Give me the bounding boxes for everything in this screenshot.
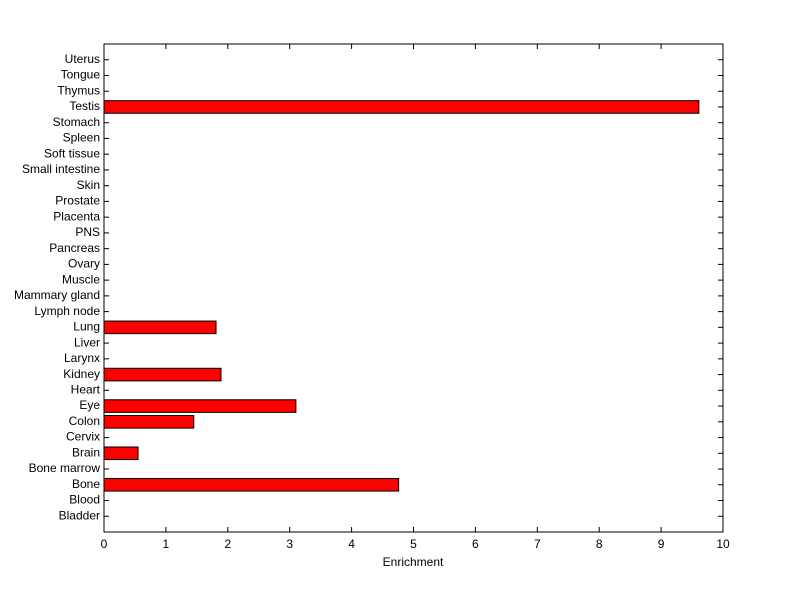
y-tick-label: Soft tissue bbox=[44, 146, 100, 160]
y-tick-label: Brain bbox=[72, 445, 100, 459]
y-tick-label: Testis bbox=[69, 99, 100, 113]
y-tick-label: Bone marrow bbox=[29, 461, 101, 475]
y-tick-label: Tongue bbox=[61, 68, 101, 82]
x-tick-label: 9 bbox=[658, 537, 665, 551]
y-tick-label: Lung bbox=[73, 320, 100, 334]
x-tick-label: 2 bbox=[224, 537, 231, 551]
bar bbox=[103, 367, 222, 382]
bar bbox=[103, 100, 700, 114]
y-tick-label: Thymus bbox=[57, 83, 100, 97]
bar bbox=[103, 446, 139, 461]
y-tick-label: Pancreas bbox=[49, 241, 100, 255]
y-tick-label: Muscle bbox=[62, 272, 100, 286]
y-tick-label: Larynx bbox=[64, 351, 100, 365]
y-tick-label: Liver bbox=[74, 335, 100, 349]
y-tick-label: Bladder bbox=[59, 508, 100, 522]
bar bbox=[103, 477, 400, 492]
x-tick-label: 6 bbox=[472, 537, 479, 551]
y-tick-label: PNS bbox=[75, 225, 100, 239]
y-tick-label: Uterus bbox=[65, 52, 100, 66]
y-tick-label: Prostate bbox=[55, 194, 100, 208]
y-tick-label: Kidney bbox=[63, 367, 100, 381]
y-tick-label: Blood bbox=[69, 493, 100, 507]
x-tick-label: 1 bbox=[163, 537, 170, 551]
y-tick-label: Spleen bbox=[63, 131, 100, 145]
bar bbox=[103, 399, 297, 413]
x-tick-label: 0 bbox=[101, 537, 108, 551]
plot-frame bbox=[103, 43, 724, 533]
y-tick-label: Skin bbox=[77, 178, 100, 192]
y-tick-label: Placenta bbox=[53, 209, 100, 223]
bar bbox=[103, 320, 217, 335]
bar bbox=[103, 415, 195, 429]
y-tick-label: Small intestine bbox=[22, 162, 100, 176]
y-tick-label: Bone bbox=[72, 477, 100, 491]
x-tick-label: 4 bbox=[348, 537, 355, 551]
x-tick-label: 5 bbox=[410, 537, 417, 551]
x-tick-label: 8 bbox=[596, 537, 603, 551]
x-tick-label: 7 bbox=[534, 537, 541, 551]
y-tick-label: Eye bbox=[79, 398, 100, 412]
x-tick-label: 10 bbox=[716, 537, 730, 551]
y-tick-label: Colon bbox=[69, 414, 100, 428]
x-tick-label: 3 bbox=[286, 537, 293, 551]
y-tick-label: Ovary bbox=[68, 257, 100, 271]
y-tick-label: Cervix bbox=[66, 430, 100, 444]
y-tick-label: Lymph node bbox=[34, 304, 100, 318]
x-axis-label: Enrichment bbox=[383, 555, 444, 569]
y-tick-label: Heart bbox=[71, 382, 101, 396]
y-tick-label: Mammary gland bbox=[14, 288, 100, 302]
y-tick-label: Stomach bbox=[53, 115, 100, 129]
